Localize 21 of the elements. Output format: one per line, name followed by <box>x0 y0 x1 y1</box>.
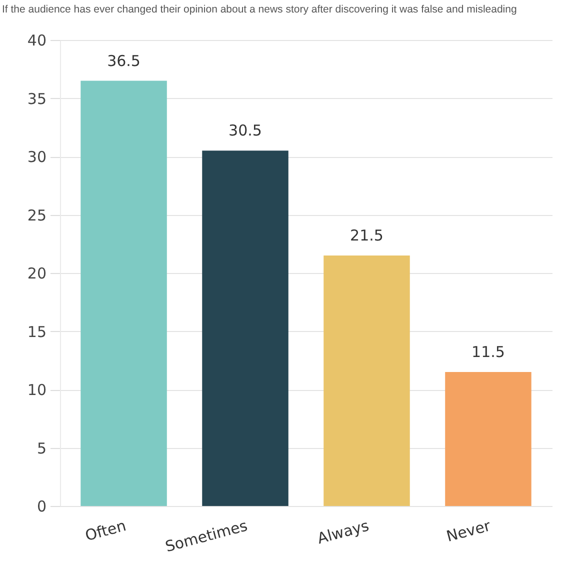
chart-title: If the audience has ever changed their opinion about a news story after discovering it was false and misleading <box>2 4 517 16</box>
y-tick-label: 40 <box>27 32 46 50</box>
y-tick-label: 30 <box>27 148 46 166</box>
bar <box>202 150 288 506</box>
y-tick-label: 0 <box>36 498 46 516</box>
x-tick-label: Often <box>83 516 128 545</box>
bar <box>80 80 167 506</box>
data-label: 21.5 <box>350 226 384 245</box>
y-tick-label: 5 <box>36 439 46 458</box>
data-label: 36.5 <box>107 52 140 70</box>
x-tick-label: Always <box>315 516 372 548</box>
data-label: 11.5 <box>472 343 505 362</box>
y-tick-label: 35 <box>27 90 46 108</box>
y-tick-label: 10 <box>27 381 46 399</box>
data-label: 30.5 <box>228 122 262 140</box>
bar <box>445 372 532 506</box>
x-tick-label: Never <box>444 516 494 546</box>
bar <box>324 256 410 506</box>
y-tick-label: 25 <box>27 206 46 224</box>
y-tick-label: 20 <box>27 264 46 282</box>
y-tick-label: 15 <box>27 322 46 341</box>
